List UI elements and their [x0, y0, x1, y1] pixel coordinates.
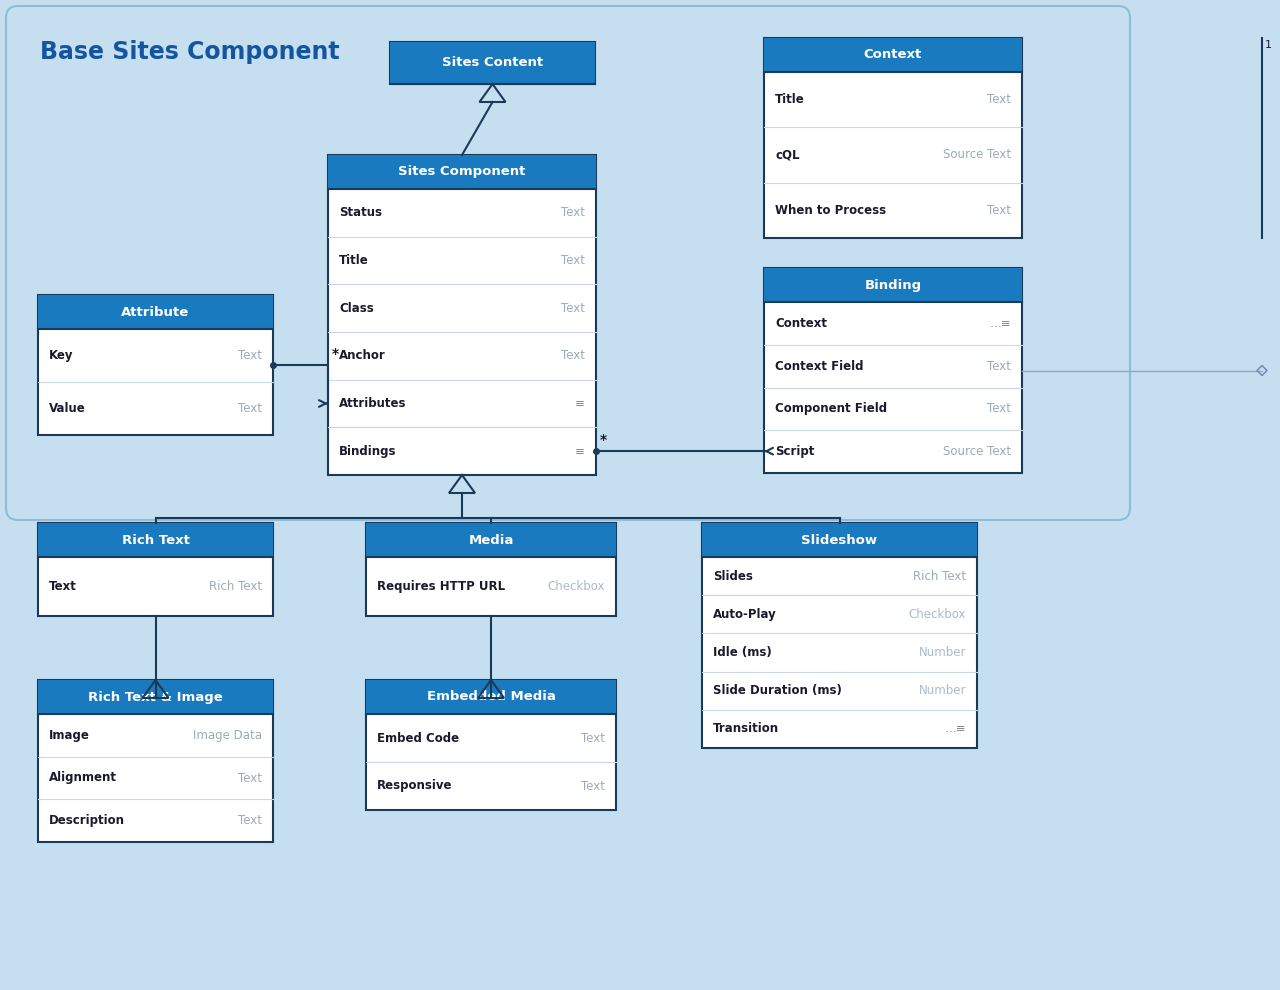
Text: Slide Duration (ms): Slide Duration (ms): [713, 684, 842, 697]
Bar: [366, 680, 616, 714]
Text: Text: Text: [987, 93, 1011, 106]
Text: Image: Image: [49, 729, 90, 742]
Text: Text: Text: [581, 779, 605, 793]
Text: Number: Number: [919, 646, 966, 659]
Bar: [701, 523, 977, 748]
Text: Text: Text: [238, 402, 262, 415]
Bar: [366, 523, 616, 557]
Text: Slides: Slides: [713, 569, 753, 582]
Text: Source Text: Source Text: [943, 148, 1011, 161]
Text: Text: Text: [987, 402, 1011, 416]
Bar: [38, 680, 273, 714]
Bar: [701, 523, 977, 557]
Text: cQL: cQL: [774, 148, 800, 161]
Text: Rich Text: Rich Text: [913, 569, 966, 582]
Text: *: *: [332, 347, 339, 361]
Text: Text: Text: [987, 204, 1011, 217]
Text: Image Data: Image Data: [193, 729, 262, 742]
Bar: [366, 523, 616, 616]
Text: Bindings: Bindings: [339, 445, 397, 457]
Text: When to Process: When to Process: [774, 204, 886, 217]
Text: Attribute: Attribute: [122, 306, 189, 319]
Text: Text: Text: [238, 349, 262, 362]
Text: ≡: ≡: [575, 397, 585, 410]
Bar: [390, 42, 595, 84]
Text: Media: Media: [468, 534, 513, 546]
Bar: [328, 155, 596, 475]
Text: ≡: ≡: [575, 445, 585, 457]
Bar: [764, 38, 1021, 72]
Text: Slideshow: Slideshow: [801, 534, 878, 546]
Bar: [764, 38, 1021, 238]
Text: Rich Text & Image: Rich Text & Image: [88, 690, 223, 704]
Bar: [38, 295, 273, 435]
FancyBboxPatch shape: [6, 6, 1130, 520]
Bar: [38, 523, 273, 557]
Text: Transition: Transition: [713, 723, 780, 736]
Bar: [764, 268, 1021, 302]
Text: Text: Text: [581, 732, 605, 744]
Bar: [38, 680, 273, 842]
Text: Title: Title: [774, 93, 805, 106]
Text: Idle (ms): Idle (ms): [713, 646, 772, 659]
Text: Embed Code: Embed Code: [378, 732, 460, 744]
Text: Embedded Media: Embedded Media: [426, 690, 556, 704]
Text: Responsive: Responsive: [378, 779, 453, 793]
Text: Checkbox: Checkbox: [548, 580, 605, 593]
Text: *: *: [600, 434, 607, 447]
Text: Text: Text: [561, 206, 585, 220]
Text: Base Sites Component: Base Sites Component: [40, 40, 339, 64]
Text: Value: Value: [49, 402, 86, 415]
Text: Title: Title: [339, 254, 369, 267]
Bar: [38, 523, 273, 616]
Text: Text: Text: [561, 254, 585, 267]
Text: Binding: Binding: [864, 278, 922, 291]
Text: Text: Text: [238, 814, 262, 828]
Text: Text: Text: [987, 359, 1011, 372]
Text: Auto-Play: Auto-Play: [713, 608, 777, 621]
Text: Source Text: Source Text: [943, 446, 1011, 458]
Text: Component Field: Component Field: [774, 402, 887, 416]
Text: Description: Description: [49, 814, 125, 828]
Text: Text: Text: [561, 349, 585, 362]
Bar: [390, 42, 595, 84]
Bar: [366, 680, 616, 810]
Text: Key: Key: [49, 349, 73, 362]
Text: Checkbox: Checkbox: [909, 608, 966, 621]
Text: Rich Text: Rich Text: [209, 580, 262, 593]
Text: …≡: …≡: [945, 723, 966, 736]
Text: Sites Component: Sites Component: [398, 165, 526, 178]
Text: Anchor: Anchor: [339, 349, 385, 362]
Text: Sites Content: Sites Content: [442, 56, 543, 69]
Text: Rich Text: Rich Text: [122, 534, 189, 546]
Text: Status: Status: [339, 206, 381, 220]
Text: Requires HTTP URL: Requires HTTP URL: [378, 580, 506, 593]
Text: Alignment: Alignment: [49, 771, 116, 784]
Text: Context: Context: [864, 49, 922, 61]
Bar: [764, 268, 1021, 473]
Text: Script: Script: [774, 446, 814, 458]
Text: 1: 1: [1265, 40, 1272, 50]
Bar: [38, 295, 273, 329]
Text: Context Field: Context Field: [774, 359, 864, 372]
Text: Text: Text: [561, 302, 585, 315]
Text: Class: Class: [339, 302, 374, 315]
Text: Text: Text: [238, 771, 262, 784]
Text: Attributes: Attributes: [339, 397, 407, 410]
Text: Context: Context: [774, 317, 827, 330]
Text: Number: Number: [919, 684, 966, 697]
Bar: [328, 155, 596, 189]
Text: …≡: …≡: [989, 317, 1011, 330]
Text: Text: Text: [49, 580, 77, 593]
